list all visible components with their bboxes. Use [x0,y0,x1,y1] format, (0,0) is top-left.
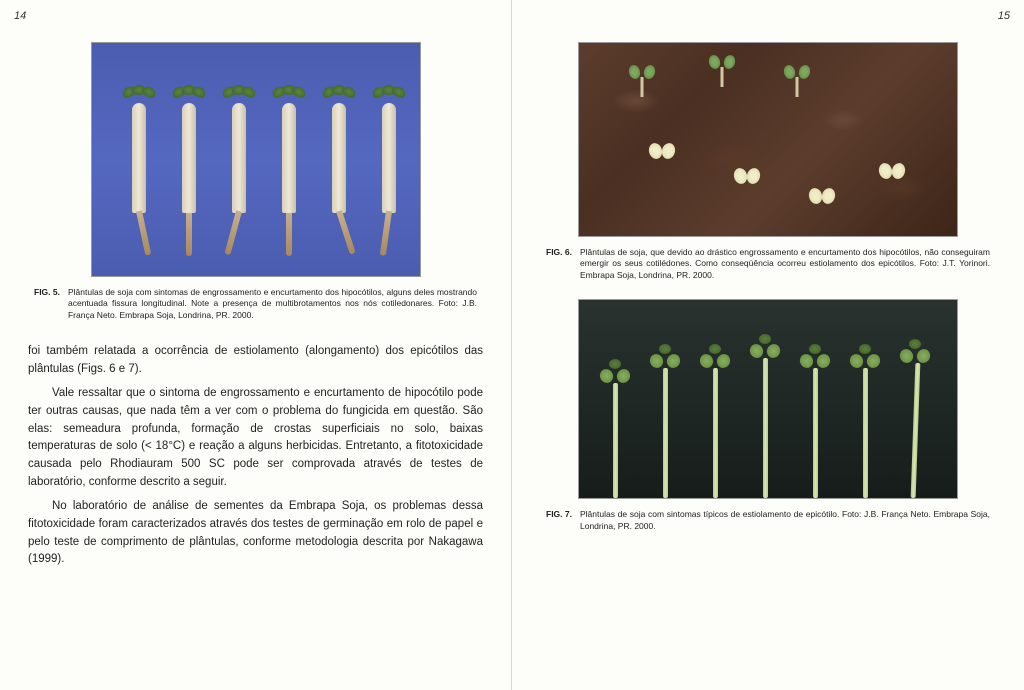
figure-5-label: FIG. 5. [34,287,60,321]
body-text-left: foi também relatada a ocorrência de esti… [28,343,483,569]
figure-6-image [578,42,958,237]
figure-5-image [91,42,421,277]
figure-7-caption-text: Plântulas de soja com sintomas típicos d… [580,509,990,532]
figure-7-label: FIG. 7. [546,509,572,532]
paragraph-3: No laboratório de análise de sementes da… [28,498,483,569]
figure-6-label: FIG. 6. [546,247,572,281]
figure-5-caption-text: Plântulas de soja com sintomas de engros… [68,287,477,321]
figure-5-block: FIG. 5. Plântulas de soja com sintomas d… [28,42,483,321]
page-right: 15 FIG. 6. Plântulas de soja, que devido… [512,0,1024,690]
figure-6-caption: FIG. 6. Plântulas de soja, que devido ao… [540,247,996,281]
figure-6-caption-text: Plântulas de soja, que devido ao drástic… [580,247,990,281]
paragraph-1: foi também relatada a ocorrência de esti… [28,343,483,379]
paragraph-2: Vale ressaltar que o sintoma de engrossa… [28,385,483,492]
figure-7-block: FIG. 7. Plântulas de soja com sintomas t… [540,299,996,532]
page-number-right: 15 [998,10,1010,22]
page-left: 14 FIG. 5. Plântulas de soja com sintoma… [0,0,512,690]
figure-7-image [578,299,958,499]
figure-6-block: FIG. 6. Plântulas de soja, que devido ao… [540,42,996,281]
figure-7-caption: FIG. 7. Plântulas de soja com sintomas t… [540,509,996,532]
figure-5-caption: FIG. 5. Plântulas de soja com sintomas d… [28,287,483,321]
page-number-left: 14 [14,10,26,22]
